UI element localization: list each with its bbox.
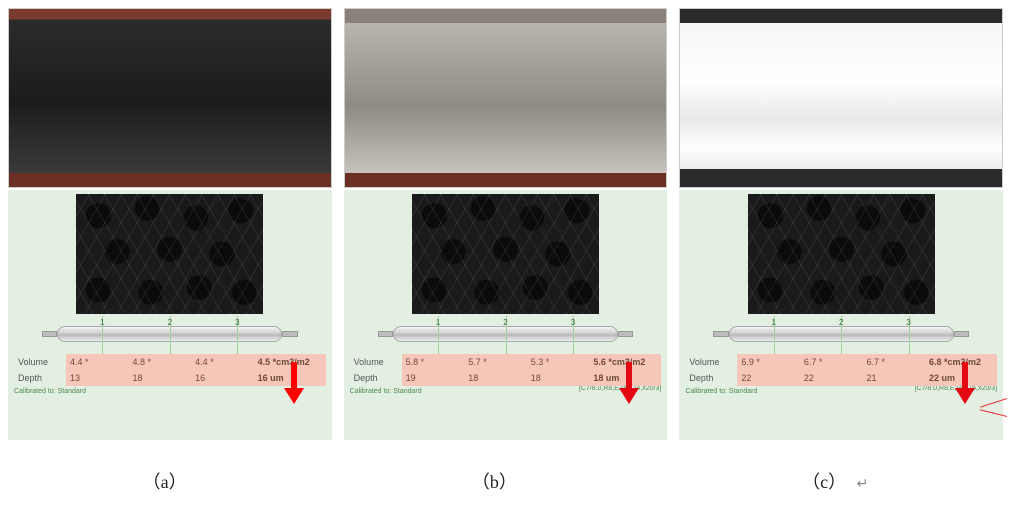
return-glyph-icon: ↵: [857, 475, 869, 491]
dep-a-2: 18: [129, 370, 192, 386]
spindle-left: [378, 331, 393, 337]
callout-redline-icon: [980, 398, 1007, 408]
dep-c-2: 22: [800, 370, 863, 386]
volume-label: Volume: [14, 354, 66, 370]
dep-b-2: 18: [464, 370, 527, 386]
vol-c-1: 6.9 *: [737, 354, 800, 370]
callout-redline-icon: [980, 409, 1007, 417]
dep-a-1: 13: [66, 370, 129, 386]
anilox-cells-pattern: [76, 194, 263, 314]
pos-label-1: 1: [100, 318, 104, 327]
position-marks: 1 2 3: [57, 320, 282, 348]
photo-c: [679, 8, 1003, 188]
spindle-right: [954, 331, 969, 337]
roller-diagram-b: 1 2 3: [378, 320, 634, 348]
vol-c-3: 6.7 *: [862, 354, 925, 370]
pos-label-1: 1: [436, 318, 440, 327]
caption-b: （b）: [472, 468, 517, 494]
position-marks: 1 2 3: [393, 320, 618, 348]
caption-row: （a） （b） （c） ↵: [0, 468, 1011, 494]
dep-a-3: 16: [191, 370, 254, 386]
panel-a: 1 2 3 Volume 4.4 * 4.8 * 4.4 * 4.5 *cm3/…: [8, 8, 332, 440]
scope-panel-b: 1 2 3 Volume 5.8 * 5.7 * 5.3 * 5.6 *cm3/…: [344, 190, 668, 440]
vol-b-3: 5.3 *: [527, 354, 590, 370]
volume-label: Volume: [350, 354, 402, 370]
depth-label: Depth: [14, 370, 66, 386]
data-table-a: Volume 4.4 * 4.8 * 4.4 * 4.5 *cm3/m2 Dep…: [14, 354, 326, 386]
scope-panel-c: 1 2 3 Volume 6.9 * 6.7 * 6.7 * 6.8 *cm3/…: [679, 190, 1003, 440]
figure-row: 1 2 3 Volume 4.4 * 4.8 * 4.4 * 4.5 *cm3/…: [0, 0, 1011, 440]
photo-a: [8, 8, 332, 188]
scope-image-c: [748, 194, 935, 314]
pos-label-2: 2: [168, 318, 172, 327]
depth-label: Depth: [685, 370, 737, 386]
data-table-c: Volume 6.9 * 6.7 * 6.7 * 6.8 *cm3/m2 Dep…: [685, 354, 997, 386]
caption-c: （c）: [802, 472, 846, 492]
dep-b-3: 18: [527, 370, 590, 386]
vol-b-1: 5.8 *: [402, 354, 465, 370]
anilox-cells-pattern: [748, 194, 935, 314]
position-marks: 1 2 3: [729, 320, 954, 348]
spindle-left: [713, 331, 728, 337]
pos-label-2: 2: [839, 318, 843, 327]
pos-label-3: 3: [906, 318, 910, 327]
pos-label-3: 3: [571, 318, 575, 327]
vol-b-2: 5.7 *: [464, 354, 527, 370]
spindle-right: [618, 331, 633, 337]
vol-a-2: 4.8 *: [129, 354, 192, 370]
highlight-arrow-icon: [957, 362, 973, 406]
dep-c-3: 21: [862, 370, 925, 386]
scope-image-b: [412, 194, 599, 314]
pos-label-1: 1: [771, 318, 775, 327]
calibrated-a: Calibrated to: Standard: [14, 388, 326, 395]
roller-diagram-a: 1 2 3: [42, 320, 298, 348]
panel-c: 1 2 3 Volume 6.9 * 6.7 * 6.7 * 6.8 *cm3/…: [679, 8, 1003, 440]
panel-b: 1 2 3 Volume 5.8 * 5.7 * 5.3 * 5.6 *cm3/…: [344, 8, 668, 440]
scope-panel-a: 1 2 3 Volume 4.4 * 4.8 * 4.4 * 4.5 *cm3/…: [8, 190, 332, 440]
roller-diagram-c: 1 2 3: [713, 320, 969, 348]
vol-c-2: 6.7 *: [800, 354, 863, 370]
dep-c-1: 22: [737, 370, 800, 386]
volume-label: Volume: [685, 354, 737, 370]
spindle-left: [42, 331, 57, 337]
vol-a-3: 4.4 *: [191, 354, 254, 370]
scope-image-a: [76, 194, 263, 314]
photo-b: [344, 8, 668, 188]
data-table-b: Volume 5.8 * 5.7 * 5.3 * 5.6 *cm3/m2 Dep…: [350, 354, 662, 386]
dep-b-1: 19: [402, 370, 465, 386]
pos-label-2: 2: [503, 318, 507, 327]
highlight-arrow-icon: [621, 362, 637, 406]
depth-label: Depth: [350, 370, 402, 386]
vol-a-1: 4.4 *: [66, 354, 129, 370]
anilox-cells-pattern: [412, 194, 599, 314]
highlight-arrow-icon: [286, 362, 302, 406]
caption-a: （a）: [143, 468, 187, 494]
spindle-right: [282, 331, 297, 337]
pos-label-3: 3: [235, 318, 239, 327]
